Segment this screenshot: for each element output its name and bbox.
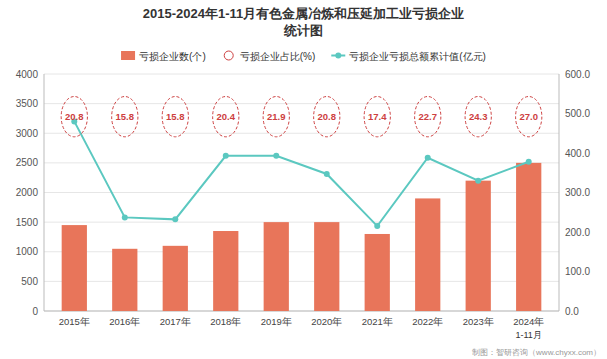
ratio-ellipse [112,97,138,137]
legend-swatch [121,51,135,60]
line-marker [172,216,178,222]
data-label: 15.8 [166,111,185,122]
x-tick-label: 2023年 [463,316,494,327]
y-tick-label: 2000 [16,187,39,198]
x-tick-label: 2022年 [412,316,443,327]
data-label: 17.4 [368,111,387,122]
line-marker [526,159,532,165]
x-tick-label: 2020年 [311,316,342,327]
x-tick-label: 2021年 [362,316,393,327]
bar [365,234,390,311]
legend-label: 亏损企业亏损总额累计值(亿元) [349,51,486,62]
ratio-ellipse [364,97,390,137]
plot-area [62,118,542,311]
bar [62,225,87,311]
line-marker [425,155,431,161]
ratio-ellipse [465,97,491,137]
data-label: 22.7 [418,111,437,122]
ratio-ellipse [314,97,340,137]
line [74,121,528,226]
bar [314,222,339,311]
bar [163,246,188,311]
y-axis-line [44,74,45,311]
y2-tick-label: 400.0 [565,148,590,159]
ratio-ellipse [162,97,188,137]
line-marker [273,153,279,159]
legend-item: 亏损企业亏损总额累计值(亿元) [331,51,486,62]
data-label: 20.8 [65,111,84,122]
bar [112,249,137,311]
legend-swatch [335,53,341,59]
y-tick-label: 0 [32,306,38,317]
grid-line [44,162,559,163]
x-tick-label: 2019年 [261,316,292,327]
legend-swatch [224,51,233,60]
data-label: 21.9 [267,111,286,122]
source: 制图：智研咨询（www.chyxx.com） [472,348,601,357]
bar [466,181,491,311]
y2-tick-label: 300.0 [565,187,590,198]
bar [264,222,289,311]
y-tick-label: 1000 [16,246,39,257]
data-label: 15.8 [116,111,135,122]
y2-tick-label: 600.0 [565,69,590,80]
y-tick-label: 4000 [16,69,39,80]
y-tick-label: 3500 [16,98,39,109]
ratio-ellipse [516,97,542,137]
y-tick-label: 1500 [16,217,39,228]
line-marker [475,178,481,184]
subtitle: 统计图 [283,23,323,38]
y2-tick-label: 500.0 [565,108,590,119]
x-tick-label: 2015年 [59,316,90,327]
data-label: 20.4 [217,111,236,122]
y2-tick-label: 100.0 [565,266,590,277]
line-marker [223,153,229,159]
title: 2015-2024年1-11月有色金属冶炼和压延加工业亏损企业 [143,6,464,21]
data-label: 20.8 [317,111,336,122]
ratio-ellipse [61,97,87,137]
y-tick-label: 2500 [16,157,39,168]
grid-line [44,133,559,134]
y-tick-label: 3000 [16,128,39,139]
data-label: 27.0 [519,111,538,122]
legend-label: 亏损企业占比(%) [240,51,316,62]
legend-label: 亏损企业数(个) [139,51,206,62]
grid-line [44,103,559,104]
y-tick-label: 500 [21,276,38,287]
grid-line [44,74,559,75]
x-tick-label: 2018年 [210,316,241,327]
legend: 亏损企业数(个) 亏损企业占比(%) 亏损企业亏损总额累计值(亿元) [121,51,486,62]
data-label: 24.3 [469,111,488,122]
legend-item: 亏损企业占比(%) [224,51,315,62]
y2-axis-line [559,74,560,311]
line-marker [324,171,330,177]
bar [516,163,541,311]
ratio-ellipse [263,97,289,137]
ratio-ellipse [415,97,441,137]
line-marker [374,223,380,229]
annotation: 1-11月 [516,330,542,340]
legend-item: 亏损企业数(个) [121,51,206,62]
labels: 20.8 15.8 15.8 20.4 21.9 20.8 17.4 22.7 24.3 27.0 [61,97,542,137]
x-tick-label: 2017年 [160,316,191,327]
line-marker [122,214,128,220]
chart: 0 500 1000 1500 2000 2500 3000 3500 4000 0.0 100.0… [0,0,607,359]
bar [415,198,440,311]
x-tick-label: 2016年 [109,316,140,327]
y2-tick-label: 200.0 [565,227,590,238]
bar [213,231,238,311]
grid [44,74,559,311]
x-tick-label: 2024年 [513,316,544,327]
ratio-ellipse [213,97,239,137]
y2-tick-label: 0.0 [565,306,579,317]
